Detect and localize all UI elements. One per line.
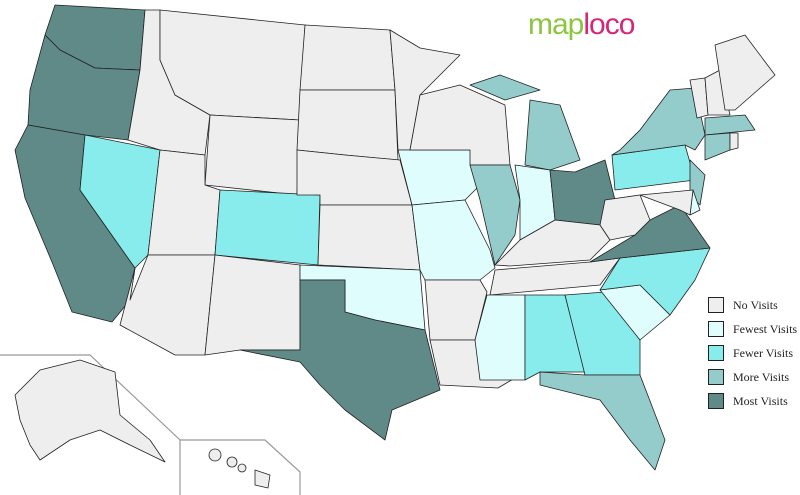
hawaii-inset-border [180, 439, 301, 495]
legend-swatch [708, 345, 724, 361]
state-tx[interactable] [239, 279, 441, 441]
legend-item-fewer: Fewer Visits [708, 343, 797, 363]
state-nv[interactable] [79, 134, 161, 269]
state-ri[interactable] [729, 132, 739, 151]
state-hi[interactable] [254, 469, 271, 489]
state-az[interactable] [119, 254, 216, 356]
state-mi[interactable] [524, 99, 581, 171]
state-md[interactable] [639, 189, 694, 216]
legend-swatch [708, 297, 724, 313]
state-ia[interactable] [397, 149, 481, 206]
state-nm[interactable] [204, 254, 301, 356]
alaska-inset-border [0, 354, 181, 495]
state-co[interactable] [214, 189, 321, 266]
state-ks[interactable] [317, 204, 421, 271]
hawaii-island[interactable] [208, 448, 222, 462]
state-miu[interactable] [469, 74, 541, 101]
state-sd[interactable] [296, 89, 399, 161]
legend-item-fewest: Fewest Visits [708, 319, 797, 339]
state-ms[interactable] [474, 294, 526, 381]
state-wy[interactable] [204, 114, 301, 196]
legend-swatch [708, 369, 724, 385]
state-mo[interactable] [411, 199, 496, 281]
state-ny[interactable] [611, 87, 706, 156]
legend: No Visits Fewest Visits Fewer Visits Mor… [708, 295, 797, 415]
state-ga[interactable] [564, 291, 641, 376]
legend-item-most: Most Visits [708, 391, 797, 411]
hawaii-island[interactable] [237, 463, 247, 473]
state-fl[interactable] [539, 371, 666, 471]
maploco-logo: maploco [528, 8, 635, 41]
legend-item-none: No Visits [708, 295, 797, 315]
state-il[interactable] [469, 164, 521, 266]
state-ak[interactable] [14, 359, 166, 463]
legend-swatch [708, 321, 724, 337]
state-me[interactable] [714, 34, 776, 111]
state-ct[interactable] [704, 132, 731, 161]
hawaii-island[interactable] [226, 456, 238, 468]
state-nd[interactable] [299, 24, 396, 91]
legend-item-more: More Visits [708, 367, 797, 387]
state-tn[interactable] [489, 257, 621, 296]
legend-swatch [708, 393, 724, 409]
state-ma[interactable] [704, 114, 756, 136]
